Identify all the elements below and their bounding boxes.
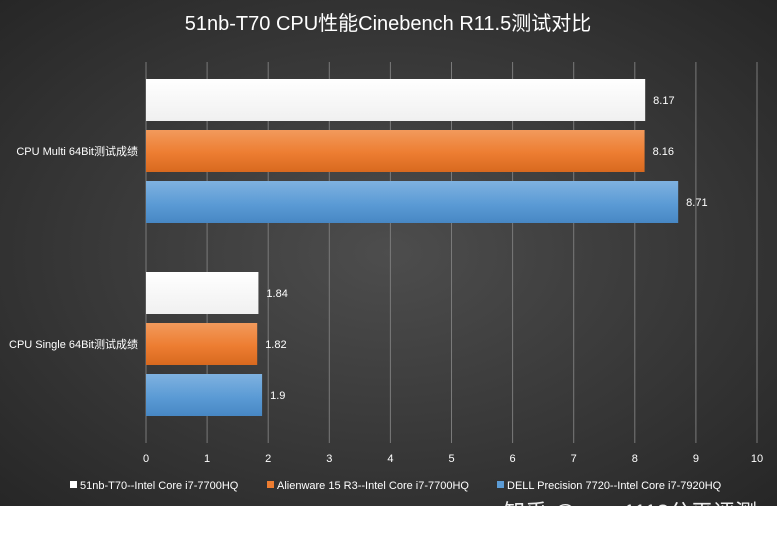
x-tick-label: 6 (510, 453, 516, 465)
x-tick-label: 1 (204, 453, 210, 465)
category-label: CPU Multi 64Bit测试成绩 (16, 145, 138, 158)
x-tick-label: 2 (265, 453, 271, 465)
label-layer: 8.17 8.16 8.71 1.84 1.82 1.9 (265, 95, 707, 402)
bar (146, 374, 263, 416)
legend-label: Alienware 15 R3--Intel Core i7-7700HQ (277, 480, 469, 492)
x-tick-label: 9 (693, 453, 699, 465)
data-label: 1.82 (265, 339, 286, 351)
x-tick-label: 10 (751, 453, 763, 465)
legend-swatch (497, 481, 504, 488)
chart-title: 51nb-T70 CPU性能Cinebench R11.5测试对比 (185, 12, 591, 35)
data-label: 1.9 (270, 390, 285, 402)
data-label: 1.84 (266, 288, 287, 300)
legend-layer: 51nb-T70--Intel Core i7-7700HQ Alienware … (70, 480, 722, 492)
data-label: 8.16 (653, 146, 674, 158)
grid-layer (145, 62, 758, 443)
chart-svg: 51nb-T70 CPU性能Cinebench R11.5测试对比 8.178.… (0, 0, 777, 506)
bar-layer (146, 79, 679, 416)
legend-label: DELL Precision 7720--Intel Core i7-7920H… (507, 480, 722, 492)
x-tick-label: 8 (632, 453, 638, 465)
legend-swatch (70, 481, 77, 488)
bar (146, 130, 645, 172)
category-layer: CPU Multi 64Bit测试成绩 CPU Single 64Bit测试成绩 (9, 145, 138, 351)
x-tick-label: 5 (448, 453, 454, 465)
legend-label: 51nb-T70--Intel Core i7-7700HQ (80, 480, 239, 492)
x-tick-label: 7 (571, 453, 577, 465)
data-label: 8.17 (653, 95, 674, 107)
legend-swatch (267, 481, 274, 488)
bar (146, 323, 258, 365)
tick-layer: 0 1 2 3 4 5 6 7 8 9 10 (143, 453, 763, 465)
category-label: CPU Single 64Bit测试成绩 (9, 338, 138, 351)
x-tick-label: 3 (326, 453, 332, 465)
chart-background (0, 0, 777, 506)
bar (146, 181, 679, 223)
x-tick-label: 0 (143, 453, 149, 465)
bar (146, 272, 259, 314)
bar (146, 79, 646, 121)
x-tick-label: 4 (387, 453, 393, 465)
data-label: 8.71 (686, 197, 707, 209)
